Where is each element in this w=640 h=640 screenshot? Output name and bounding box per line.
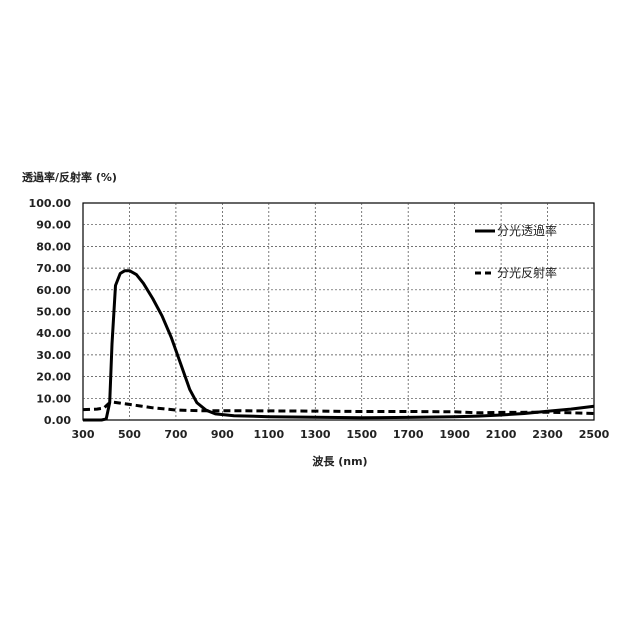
x-tick-label: 1700: [393, 428, 424, 441]
x-tick-label: 2100: [486, 428, 517, 441]
series-line-transmittance: [83, 271, 594, 420]
y-tick-label: 100.00: [29, 197, 72, 210]
x-tick-label: 1500: [346, 428, 377, 441]
series-lines: [83, 271, 594, 420]
y-tick-label: 50.00: [36, 306, 71, 319]
x-tick-label: 700: [164, 428, 187, 441]
x-tick-label: 1300: [300, 428, 331, 441]
x-tick-label: 2300: [532, 428, 563, 441]
legend-label-reflectance: 分光反射率: [497, 265, 557, 280]
y-tick-label: 20.00: [36, 371, 71, 384]
y-tick-label: 30.00: [36, 349, 71, 362]
y-tick-label: 90.00: [36, 219, 71, 232]
legend: 分光透過率 分光反射率: [475, 223, 557, 280]
x-tick-label: 2500: [579, 428, 610, 441]
y-tick-label: 70.00: [36, 262, 71, 275]
y-tick-label: 60.00: [36, 284, 71, 297]
y-tick-label: 10.00: [36, 392, 71, 405]
y-tick-label: 0.00: [44, 414, 71, 427]
x-tick-label: 1100: [254, 428, 285, 441]
legend-label-transmittance: 分光透過率: [497, 223, 557, 238]
x-tick-label: 500: [118, 428, 141, 441]
x-tick-label: 900: [211, 428, 234, 441]
x-axis-title: 波長 (nm): [312, 454, 367, 468]
y-tick-label: 40.00: [36, 327, 71, 340]
x-tick-label: 1900: [439, 428, 470, 441]
series-line-reflectance: [83, 402, 594, 413]
y-axis-title: 透過率/反射率 (%): [22, 170, 117, 184]
y-tick-label: 80.00: [36, 240, 71, 253]
x-tick-label: 300: [72, 428, 95, 441]
